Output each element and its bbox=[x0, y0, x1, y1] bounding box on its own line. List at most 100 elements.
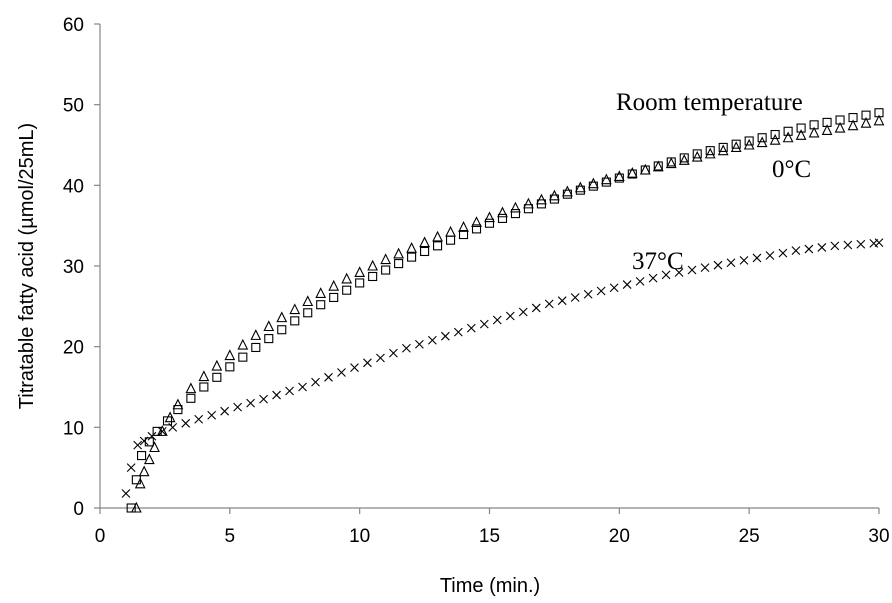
point-x bbox=[139, 436, 149, 446]
point-triangle bbox=[782, 131, 794, 143]
point-square bbox=[225, 362, 235, 372]
point-x bbox=[311, 377, 320, 387]
point-triangle bbox=[873, 114, 885, 126]
point-triangle bbox=[471, 216, 482, 227]
point-square bbox=[381, 265, 391, 275]
point-triangle bbox=[652, 160, 664, 172]
point-square bbox=[523, 204, 534, 214]
point-triangle bbox=[289, 303, 301, 315]
point-triangle bbox=[549, 189, 560, 201]
point-x bbox=[298, 382, 307, 392]
point-square bbox=[264, 334, 274, 344]
point-triangle bbox=[302, 295, 314, 307]
point-x bbox=[181, 418, 191, 428]
point-x bbox=[739, 255, 749, 265]
y-tick-label: 30 bbox=[63, 257, 84, 278]
x-tick-label: 20 bbox=[609, 526, 630, 547]
point-square bbox=[497, 213, 508, 223]
point-x bbox=[505, 311, 515, 321]
point-x bbox=[518, 307, 528, 317]
point-triangle bbox=[393, 247, 405, 259]
point-triangle bbox=[795, 129, 807, 140]
point-triangle bbox=[380, 253, 392, 265]
point-square bbox=[394, 259, 404, 269]
point-square bbox=[471, 224, 482, 234]
point-x bbox=[246, 398, 255, 408]
point-triangle bbox=[185, 382, 197, 394]
point-square bbox=[679, 153, 689, 163]
point-triangle bbox=[639, 163, 651, 175]
point-square bbox=[420, 246, 430, 257]
y-tick-label: 50 bbox=[63, 96, 84, 117]
point-square bbox=[152, 426, 162, 436]
point-x bbox=[126, 463, 136, 473]
point-triangle bbox=[821, 124, 833, 136]
y-tick-label: 40 bbox=[63, 176, 84, 197]
point-x bbox=[726, 258, 736, 268]
x-tick-label: 5 bbox=[225, 526, 236, 547]
point-x bbox=[557, 296, 567, 306]
point-x bbox=[466, 323, 476, 333]
point-triangle bbox=[743, 138, 755, 150]
y-tick-label: 20 bbox=[63, 338, 84, 359]
point-square bbox=[316, 300, 326, 310]
point-triangle bbox=[523, 197, 534, 209]
point-x bbox=[874, 238, 884, 247]
point-x bbox=[791, 246, 801, 256]
point-x bbox=[479, 319, 489, 329]
point-square bbox=[614, 173, 624, 183]
point-triangle bbox=[432, 230, 443, 242]
point-triangle bbox=[419, 236, 430, 248]
point-x bbox=[830, 241, 840, 251]
point-triangle bbox=[445, 225, 456, 237]
point-x bbox=[194, 414, 204, 424]
point-x bbox=[133, 440, 143, 450]
point-x bbox=[440, 331, 450, 341]
point-square bbox=[458, 229, 469, 240]
point-triangle bbox=[562, 185, 573, 197]
point-x bbox=[817, 243, 827, 252]
point-square bbox=[238, 352, 248, 362]
x-tick-label: 25 bbox=[739, 526, 760, 547]
point-square bbox=[433, 241, 443, 251]
point-x bbox=[121, 489, 131, 498]
point-square bbox=[705, 146, 715, 156]
point-x bbox=[648, 273, 658, 283]
point-triangle bbox=[808, 126, 820, 138]
point-x bbox=[402, 343, 411, 353]
point-triangle bbox=[613, 170, 625, 182]
point-x bbox=[856, 239, 866, 249]
point-square bbox=[796, 123, 806, 133]
point-square bbox=[342, 285, 352, 295]
point-square bbox=[484, 218, 495, 228]
series-zero bbox=[130, 114, 885, 513]
point-x bbox=[752, 253, 762, 263]
point-square bbox=[199, 382, 209, 392]
point-triangle bbox=[172, 398, 184, 410]
point-square bbox=[290, 316, 300, 326]
point-x bbox=[415, 339, 424, 349]
point-triangle bbox=[756, 136, 768, 148]
point-square bbox=[368, 271, 378, 282]
point-square bbox=[136, 451, 147, 461]
annotation-37c: 37°C bbox=[632, 248, 684, 275]
point-triangle bbox=[574, 181, 586, 193]
annotation-0c: 0°C bbox=[772, 156, 811, 183]
point-x bbox=[661, 270, 671, 280]
point-x bbox=[778, 248, 788, 258]
point-x bbox=[285, 386, 294, 396]
point-triangle bbox=[143, 453, 155, 465]
point-square bbox=[445, 235, 456, 245]
point-triangle bbox=[665, 157, 677, 169]
point-x bbox=[492, 315, 502, 325]
point-triangle bbox=[536, 193, 547, 205]
point-x bbox=[713, 260, 723, 270]
point-triangle bbox=[704, 147, 716, 159]
series-thirtyseven bbox=[121, 238, 884, 498]
point-square bbox=[126, 503, 136, 513]
point-triangle bbox=[198, 370, 210, 382]
point-x bbox=[272, 390, 281, 400]
point-x bbox=[389, 348, 398, 358]
point-x bbox=[674, 268, 684, 277]
